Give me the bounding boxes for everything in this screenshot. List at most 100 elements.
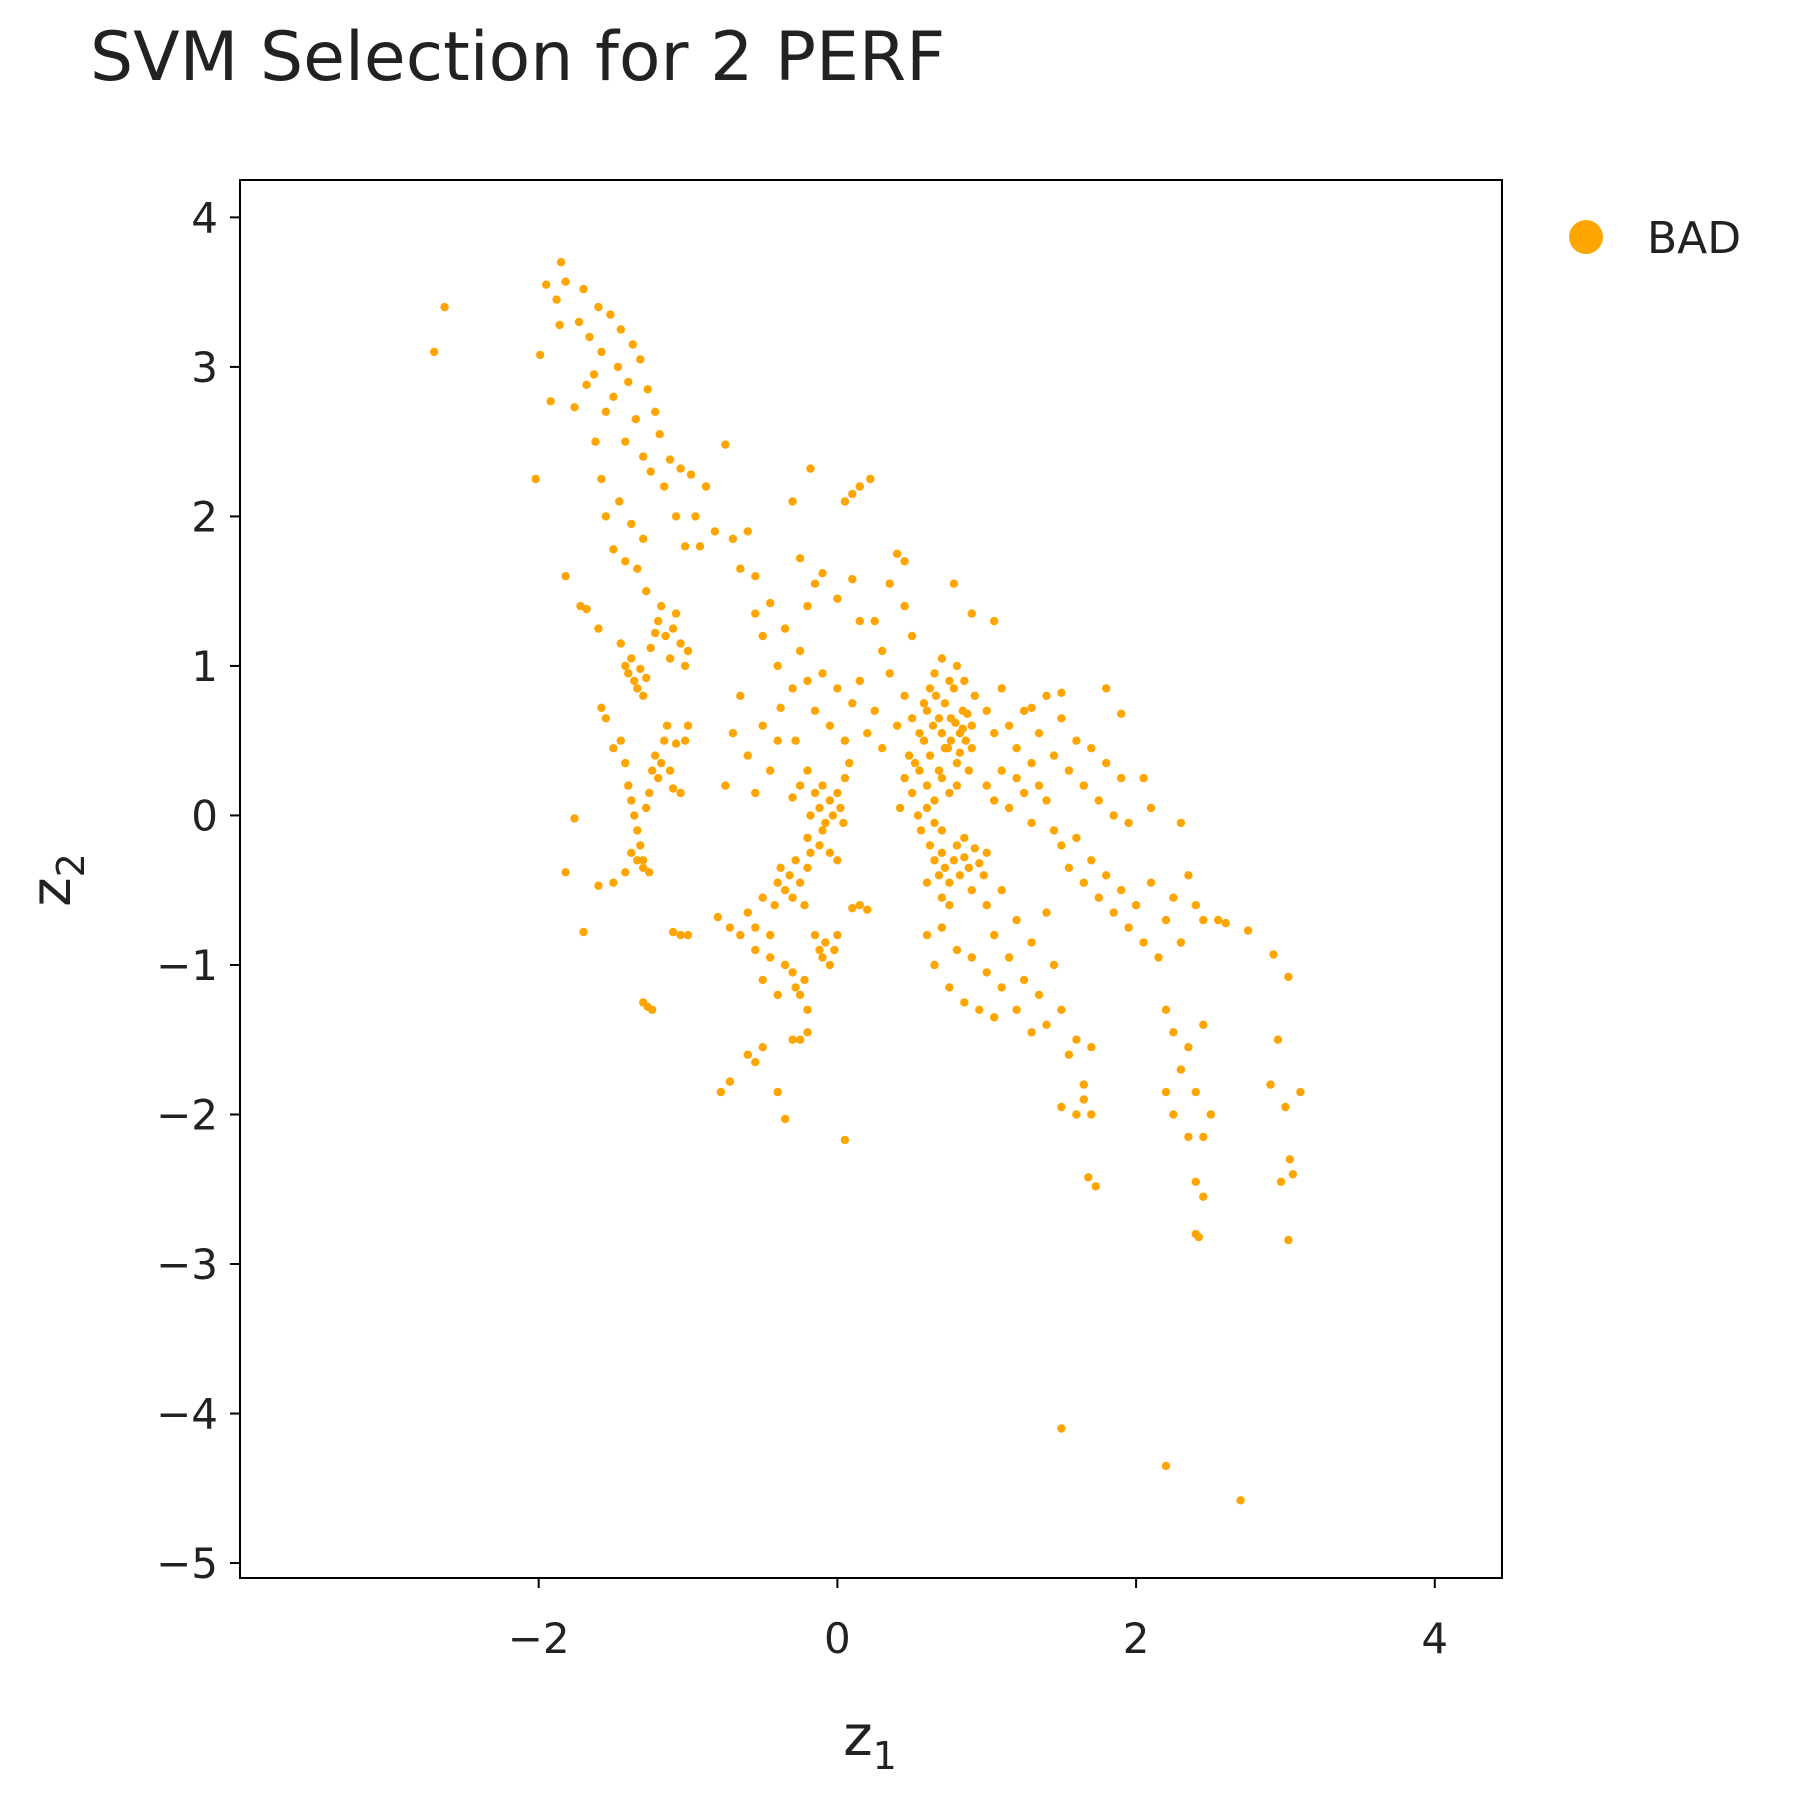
x-tick-label: 0 [824,1614,851,1663]
data-point [627,848,636,857]
data-point [1124,818,1133,828]
data-point [751,1058,760,1067]
y-tick-label: −5 [156,1539,218,1588]
data-point [1266,1080,1275,1089]
data-point [654,616,663,626]
data-point [609,545,618,554]
data-point [671,512,681,521]
data-point [915,766,924,775]
data-point [701,482,711,491]
data-point [657,758,666,768]
data-point [907,714,917,723]
data-point [885,579,894,588]
data-point [855,616,864,626]
data-point [945,901,954,910]
data-point [721,781,730,790]
data-point [680,736,690,745]
data-point [791,736,800,745]
data-point [1176,818,1186,828]
data-point [758,631,767,641]
data-point [1027,703,1036,712]
data-point [821,938,830,947]
data-point [665,766,675,775]
data-point [645,868,654,877]
data-point [810,788,820,798]
data-point [676,788,685,798]
data-point [561,868,570,877]
data-point [997,684,1006,693]
data-point [743,751,752,760]
data-point [639,452,648,461]
legend[interactable]: BAD [1569,213,1741,264]
data-point [795,781,805,790]
data-point [990,729,999,738]
data-point [1087,856,1096,865]
data-point [633,856,642,865]
data-point [960,833,969,843]
y-tick-label: 3 [191,343,218,392]
data-point [990,796,999,805]
data-point [1161,1087,1171,1097]
data-point [1012,744,1021,753]
data-point [1194,1232,1204,1242]
data-point [627,796,636,805]
data-point [1019,975,1029,985]
data-point [963,709,972,718]
data-point [758,721,767,730]
data-point [840,736,850,745]
data-point [975,859,984,868]
data-point [766,766,775,775]
data-point [680,661,690,671]
data-point [1094,796,1104,805]
data-point [1273,1035,1283,1044]
data-point [870,616,879,626]
data-point [716,1087,726,1097]
data-point [570,403,579,412]
data-point [934,766,944,775]
data-point [982,781,991,790]
data-point [945,788,954,798]
data-point [1146,803,1156,813]
data-point [721,440,730,449]
data-point [949,684,959,693]
x-axis-title: z1 [843,1704,897,1778]
data-point [818,669,827,678]
data-point [648,766,657,775]
data-point [810,930,820,940]
data-point [1042,908,1051,917]
data-point [870,706,879,715]
y-tick-label: −1 [156,941,218,990]
data-point [780,624,790,633]
data-point [627,654,636,663]
data-point [594,624,603,633]
data-point [1004,953,1014,962]
data-point [660,482,669,491]
data-point [848,904,857,913]
data-point [982,968,991,977]
data-point [639,691,648,700]
data-point [1146,878,1156,887]
data-point [1243,926,1253,935]
data-point [1236,1496,1245,1505]
data-point [836,803,845,813]
data-point [645,788,654,798]
data-point [758,975,767,985]
data-point [1221,918,1230,928]
data-point [594,302,603,312]
data-point [1042,796,1051,805]
data-point [960,853,969,862]
data-point [616,639,625,648]
data-point [800,975,809,985]
data-point [579,927,588,937]
data-point [654,773,663,783]
data-point [1027,1028,1036,1037]
data-point [840,773,850,783]
data-point [601,714,611,723]
data-point [589,370,599,379]
chart-title: SVM Selection for 2 PERF [90,18,946,97]
data-point [642,673,651,683]
data-point [776,703,785,712]
data-point [736,564,745,573]
data-point [795,646,805,656]
data-point [621,661,630,671]
